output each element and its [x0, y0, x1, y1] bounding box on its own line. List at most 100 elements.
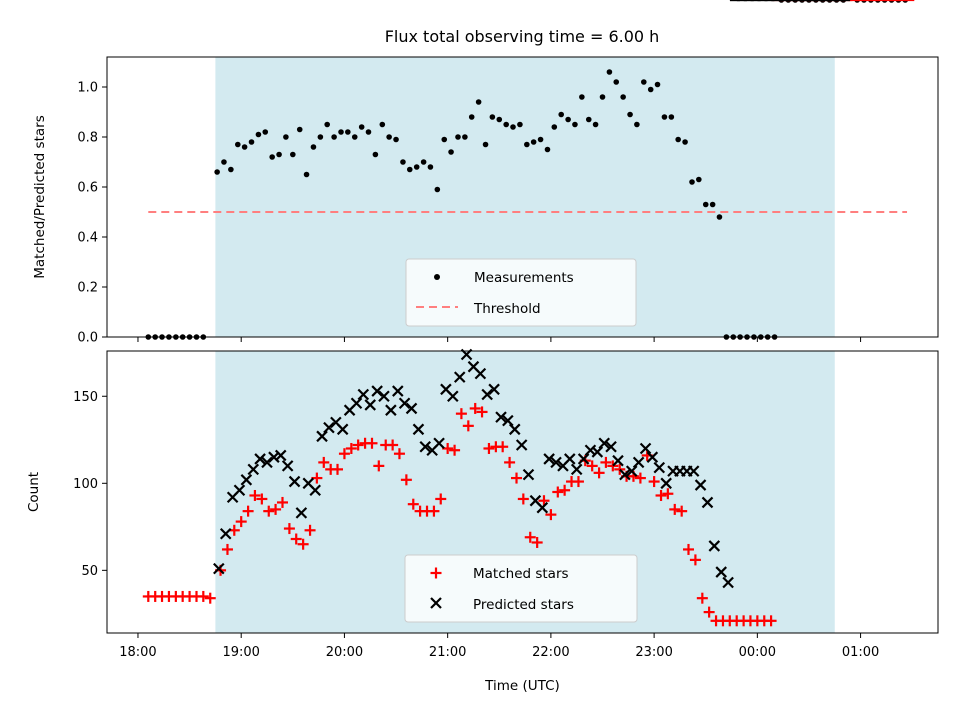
- measurement-point: [682, 139, 688, 145]
- bottom-legend: Matched stars Predicted stars: [404, 554, 638, 623]
- x-tick-label: 18:00: [119, 645, 156, 660]
- legend-threshold-label: Threshold: [473, 301, 541, 317]
- measurement-point: [365, 129, 372, 135]
- bottom-legend-box: [404, 554, 638, 623]
- matched-star-point: [352, 439, 364, 451]
- measurement-point: [434, 186, 441, 193]
- measurement-point: [379, 121, 386, 128]
- matched-star-point: [545, 509, 557, 521]
- matched-star-point: [290, 533, 302, 545]
- predicted-star-point: [502, 414, 514, 427]
- y-tick-label: 1.0: [77, 81, 98, 96]
- measurement-point: [661, 114, 668, 120]
- x-axis-label: Time (UTC): [484, 678, 560, 694]
- matched-star-point: [586, 460, 598, 472]
- measurement-point: [558, 111, 565, 118]
- x-tick-label: 00:00: [739, 645, 776, 660]
- measurement-point: [627, 111, 633, 118]
- measurement-point: [221, 159, 227, 165]
- y-tick-label: 150: [73, 390, 98, 405]
- measurement-point: [668, 114, 675, 120]
- matched-star-point: [442, 442, 454, 454]
- matched-star-point: [276, 496, 288, 508]
- predicted-star-point: [488, 383, 500, 396]
- measurement-point: [654, 81, 661, 88]
- legend-measurements-label: Measurements: [474, 270, 574, 286]
- measurement-point: [234, 141, 241, 148]
- predicted-star-point: [605, 440, 617, 453]
- predicted-star-point: [508, 423, 521, 436]
- x-tick-label: 21:00: [429, 645, 466, 660]
- matched-star-point: [476, 406, 488, 418]
- matched-star-point: [332, 463, 344, 475]
- matched-star-point: [572, 476, 584, 488]
- bottom-y-axis-ticks: 50 100 150: [73, 390, 107, 579]
- matched-star-point: [318, 456, 330, 468]
- matched-star-point: [531, 536, 543, 548]
- predicted-star-point: [268, 451, 280, 463]
- matched-star-point: [345, 442, 357, 454]
- predicted-star-point: [247, 463, 260, 476]
- measurement-point: [640, 79, 647, 85]
- matched-star-point: [311, 472, 323, 484]
- measurement-point: [228, 166, 234, 173]
- matched-star-point: [511, 472, 523, 484]
- predicted-star-point: [625, 465, 638, 477]
- measurement-point: [517, 121, 523, 128]
- predicted-star-point: [392, 385, 404, 397]
- matched-star-point: [483, 442, 495, 454]
- measurement-point: [675, 136, 681, 143]
- measurement-point: [510, 124, 516, 130]
- predicted-star-point: [598, 437, 611, 450]
- matched-star-point: [559, 484, 571, 496]
- predicted-star-point: [419, 440, 432, 453]
- predicted-star-point: [261, 456, 273, 469]
- top-y-axis-ticks: 0.0 0.2 0.4 0.6 0.8 1.0: [77, 81, 107, 346]
- matched-star-point: [497, 441, 509, 453]
- measurement-point: [262, 129, 269, 135]
- predicted-star-point: [378, 390, 390, 403]
- matched-star-point: [607, 460, 619, 472]
- predicted-star-point: [254, 453, 266, 465]
- predicted-star-point: [357, 388, 370, 401]
- predicted-star-point: [364, 399, 377, 411]
- predicted-star-point: [233, 484, 246, 497]
- bottom-panel: 50 100 150 18:00 19:00 20:00 21:00 22:00 23:00 0…: [26, 0, 939, 694]
- measurement-point: [283, 134, 289, 140]
- y-tick-label: 0.8: [77, 131, 98, 146]
- top-y-axis-label: Matched/Predicted stars: [32, 115, 48, 278]
- predicted-star-point: [385, 404, 397, 416]
- matched-star-point: [552, 486, 564, 498]
- predicted-star-point: [619, 468, 631, 481]
- bottom-y-axis-label: Count: [26, 472, 42, 512]
- matched-star-point: [242, 505, 254, 517]
- predicted-star-point: [219, 527, 232, 540]
- measurement-point: [606, 69, 613, 75]
- measurement-point: [448, 149, 454, 155]
- measurement-point: [290, 151, 296, 158]
- bottom-plot-frame: [106, 350, 939, 634]
- predicted-star-point: [646, 451, 659, 463]
- matched-star-point: [197, 590, 209, 602]
- predicted-star-point: [591, 446, 604, 458]
- top-panel: 0.0 0.2 0.4 0.6 0.8 1.0 Matched/Predicted sta…: [32, 0, 939, 346]
- matched-star-point: [676, 505, 688, 517]
- y-tick-label: 0.0: [77, 331, 98, 346]
- predicted-star-point: [708, 540, 721, 552]
- chart-title: Flux total observing time = 6.00 h: [385, 27, 660, 46]
- matched-star-point: [235, 516, 247, 528]
- measurement-point: [503, 121, 509, 128]
- matched-star-point: [600, 456, 612, 468]
- measurement-point: [689, 179, 695, 185]
- predicted-star-point: [701, 496, 714, 509]
- measurement-point: [351, 134, 358, 140]
- matched-star-point: [517, 493, 529, 505]
- predicted-star-point: [350, 397, 363, 410]
- measurement-point: [269, 154, 275, 160]
- measurement-point: [372, 151, 379, 158]
- measurement-point: [255, 131, 262, 138]
- predicted-star-point: [433, 437, 445, 450]
- matched-star-point: [682, 543, 694, 555]
- matched-star-point: [393, 448, 405, 460]
- measurement-point: [716, 214, 723, 220]
